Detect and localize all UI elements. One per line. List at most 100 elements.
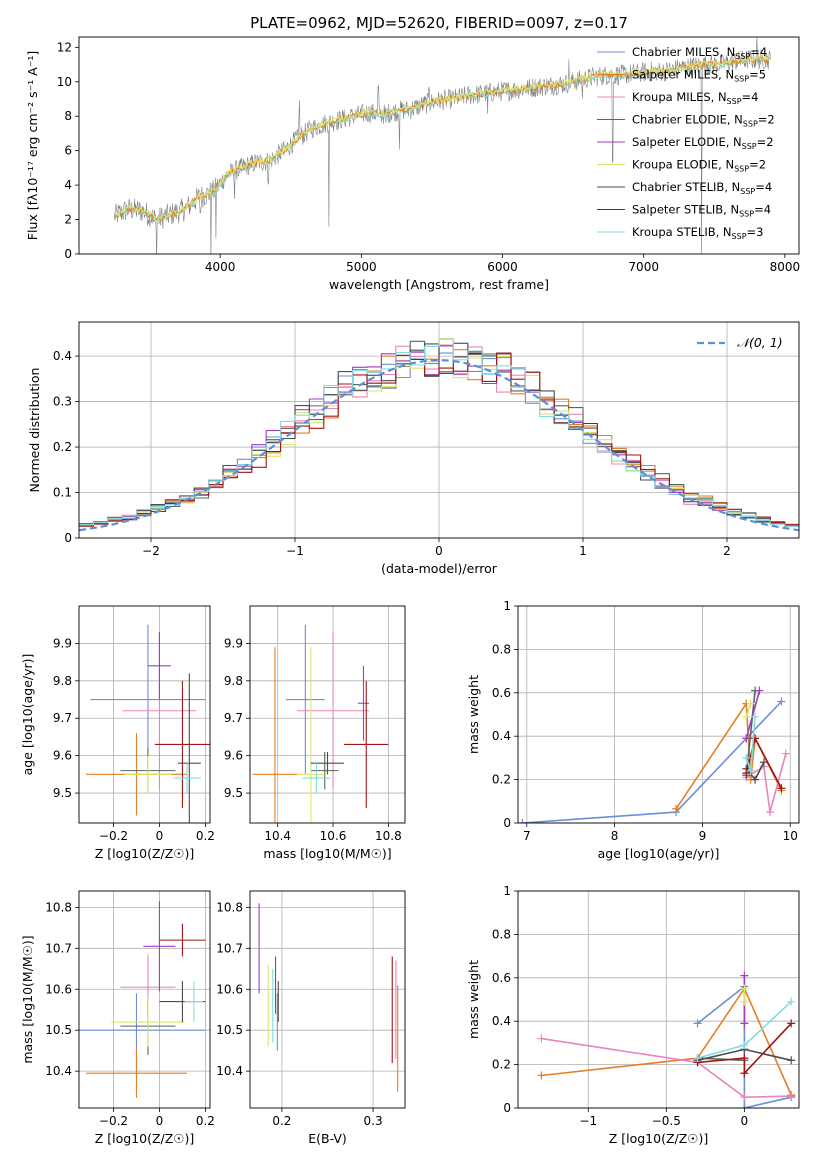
panel-ebv-mass: 0.2 0.3 10.4 10.5 10.6 10.7 10.8 E(B-V) xyxy=(216,890,406,1146)
y-tick-label: 10.5 xyxy=(45,1023,72,1037)
y-axis-label: mass [log10(M/M☉)] xyxy=(20,935,35,1063)
plot-area-z-age xyxy=(85,624,210,823)
weight-point-marker xyxy=(787,1092,796,1101)
x-axis-label: Z [log10(Z/Z☉)] xyxy=(95,846,195,861)
weight-point-marker xyxy=(777,697,786,706)
x-tick-label: −0.2 xyxy=(99,1114,128,1128)
y-tick-label: 9.5 xyxy=(224,786,243,800)
y-tick-label: 9.7 xyxy=(53,711,72,725)
axes-frame xyxy=(249,605,406,824)
weight-point-marker xyxy=(759,758,768,767)
legend-label: Salpeter STELIB, NSSP=4 xyxy=(632,203,771,219)
weight-point-marker xyxy=(740,1093,749,1102)
x-tick-label: −2 xyxy=(142,544,160,558)
x-tick-label: 1 xyxy=(579,544,587,558)
y-tick-label: 9.6 xyxy=(53,749,72,763)
weight-series-line xyxy=(745,690,761,739)
y-tick-label: 0.4 xyxy=(492,1014,511,1028)
y-tick-label: 10.6 xyxy=(45,982,72,996)
y-tick-label: 9.7 xyxy=(224,711,243,725)
axes-frame xyxy=(517,890,800,1109)
x-tick-label: 2 xyxy=(723,544,731,558)
weight-point-marker xyxy=(740,971,749,980)
weight-point-marker xyxy=(787,1019,796,1028)
y-tick-label: 10.8 xyxy=(216,900,243,914)
y-tick-label: 0.6 xyxy=(492,686,511,700)
weight-series-line xyxy=(745,703,752,717)
x-tick-label: 4000 xyxy=(205,260,236,274)
axes-frame xyxy=(78,890,211,1109)
y-tick-label: 10.7 xyxy=(216,941,243,955)
x-tick-label: 10.4 xyxy=(264,829,291,843)
weight-point-marker xyxy=(537,1034,546,1043)
panel-z-age: −0.2 0 0.2 9.5 9.6 9.7 9.8 9.9 Z [log10(Z/Z☉)] ag… xyxy=(20,605,215,861)
x-tick-label: 7000 xyxy=(628,260,659,274)
y-tick-label: 6 xyxy=(64,144,72,158)
plot-area-z-weight xyxy=(537,971,796,1108)
y-axis-label: Flux [fλ10⁻¹⁷ erg cm⁻² s⁻¹ A⁻¹] xyxy=(25,51,40,240)
x-tick-label: 10.8 xyxy=(375,829,402,843)
weight-point-marker xyxy=(746,766,755,775)
y-tick-label: 10.6 xyxy=(216,982,243,996)
weight-point-marker xyxy=(672,804,681,813)
weight-point-marker xyxy=(777,784,786,793)
y-axis-label: mass weight xyxy=(466,675,481,754)
y-tick-label: 0.4 xyxy=(492,729,511,743)
legend-label: Salpeter MILES, NSSP=5 xyxy=(632,68,766,84)
y-tick-label: 8 xyxy=(64,109,72,123)
weight-point-marker xyxy=(740,1069,749,1078)
weight-point-marker xyxy=(755,686,764,695)
weight-point-marker xyxy=(693,1054,702,1063)
panel-age-weight: 7 8 9 10 0 0.2 0.4 0.6 0.8 1 age [log10(age/yr)] ma… xyxy=(466,599,800,861)
weight-point-marker xyxy=(740,1041,749,1050)
y-tick-label: 0.1 xyxy=(53,486,72,500)
weight-point-marker xyxy=(787,1056,796,1065)
legend: 𝒩(0, 1) xyxy=(697,335,783,350)
axes-frame xyxy=(249,890,406,1109)
x-axis-label: Z [log10(Z/Z☉)] xyxy=(95,1131,195,1146)
x-axis-label: (data-model)/error xyxy=(381,561,498,576)
y-tick-label: 0.2 xyxy=(492,773,511,787)
x-tick-label: 0.2 xyxy=(272,1114,291,1128)
axes-frame xyxy=(78,321,800,539)
weight-point-marker xyxy=(740,997,749,1006)
weight-point-marker xyxy=(740,1019,749,1028)
panel-residuals: −2 −1 0 1 2 0 0.1 0.2 0.3 0.4 (data-model)/error No… xyxy=(27,321,800,576)
x-tick-label: 0.3 xyxy=(364,1114,383,1128)
weight-point-marker xyxy=(740,1054,749,1063)
weight-series-line xyxy=(522,700,782,823)
legend-label: Chabrier ELODIE, NSSP=2 xyxy=(632,113,775,129)
weight-point-marker xyxy=(751,734,760,743)
x-tick-label: −0.2 xyxy=(99,829,128,843)
weight-point-marker xyxy=(740,1104,749,1108)
y-tick-label: 0.2 xyxy=(492,1058,511,1072)
y-tick-label: 9.9 xyxy=(53,636,72,650)
weight-point-marker xyxy=(751,775,760,784)
y-tick-label: 0.3 xyxy=(53,395,72,409)
legend-label: Kroupa STELIB, NSSP=3 xyxy=(632,225,763,241)
y-tick-label: 2 xyxy=(64,213,72,227)
y-tick-label: 0 xyxy=(503,1101,511,1115)
y-tick-label: 9.9 xyxy=(224,636,243,650)
y-tick-label: 12 xyxy=(57,40,72,54)
x-tick-label: 7 xyxy=(523,829,531,843)
y-tick-label: 0 xyxy=(64,247,72,261)
weight-point-marker xyxy=(781,749,790,758)
y-tick-label: 0.4 xyxy=(53,349,72,363)
y-axis-label: age [log10(age/yr)] xyxy=(20,654,35,776)
x-axis-label: age [log10(age/yr)] xyxy=(598,846,720,861)
x-tick-label: 0.2 xyxy=(196,1114,215,1128)
y-tick-label: 9.8 xyxy=(53,674,72,688)
plot-area-spectrum xyxy=(113,37,772,254)
legend-label: Salpeter ELODIE, NSSP=2 xyxy=(632,135,774,151)
legend-label: Chabrier STELIB, NSSP=4 xyxy=(632,180,772,196)
y-tick-label: 0 xyxy=(64,531,72,545)
y-tick-label: 9.8 xyxy=(224,674,243,688)
weight-point-marker xyxy=(742,734,751,743)
weight-point-marker xyxy=(751,712,760,721)
weight-point-marker xyxy=(740,984,749,993)
axes-frame xyxy=(78,36,800,255)
weight-point-marker xyxy=(518,819,527,823)
